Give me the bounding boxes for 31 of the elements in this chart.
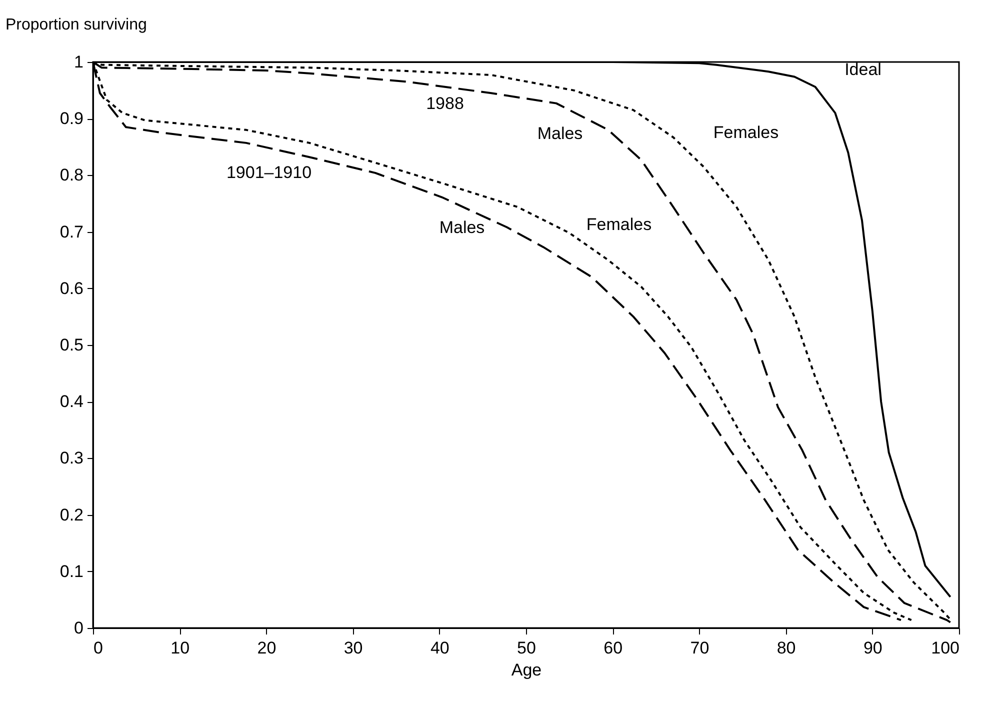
x-tick-label: 50 — [517, 638, 536, 658]
x-tick-label: 90 — [863, 638, 882, 658]
y-tick-label: 0.1 — [60, 562, 84, 581]
y-tick-label: 0.5 — [60, 336, 84, 354]
annotation: Ideal — [844, 60, 882, 79]
y-tick-label: 0.4 — [60, 392, 84, 412]
y-axis-title: Proportion surviving — [6, 16, 147, 34]
annotation: Males — [537, 124, 583, 143]
x-tick-label: 100 — [931, 638, 960, 658]
y-tick-label: 0.6 — [60, 278, 84, 298]
annotation: 1901–1910 — [226, 163, 312, 182]
x-tick-label: 30 — [344, 638, 363, 658]
y-tick-label: 0.8 — [60, 166, 84, 185]
y-tick-label: 0.3 — [60, 448, 84, 468]
y-tick-label: 0.9 — [60, 109, 84, 128]
annotation: 1988 — [426, 94, 464, 113]
annotation: Males — [439, 218, 485, 237]
y-tick-label: 0.2 — [60, 505, 84, 524]
y-tick-label: 0 — [74, 618, 84, 638]
x-tick-label: 40 — [430, 638, 450, 658]
x-tick-label: 80 — [776, 638, 796, 658]
x-tick-label: 0 — [94, 638, 103, 658]
x-tick-label: 70 — [690, 638, 710, 658]
x-tick-label: 60 — [604, 638, 623, 658]
y-tick-label: 1 — [74, 52, 84, 72]
annotation: Females — [713, 123, 779, 142]
y-tick-label: 0.7 — [60, 222, 84, 242]
annotation: Females — [586, 215, 652, 234]
x-tick-label: 20 — [257, 638, 276, 658]
x-tick-label: 10 — [170, 638, 190, 658]
x-axis-title: Age — [511, 660, 542, 680]
